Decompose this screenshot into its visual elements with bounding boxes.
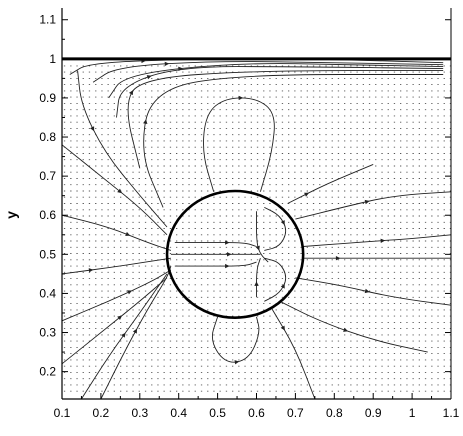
x-tick-label: 0.2 xyxy=(93,406,110,420)
streamline-10 xyxy=(108,63,444,99)
y-tick-label: 0.8 xyxy=(39,130,56,144)
streamline-arrow-29 xyxy=(280,283,285,289)
x-tick-label: 0.6 xyxy=(248,406,265,420)
x-tick-label: 0.1 xyxy=(54,406,71,420)
streamline-arrow-19 xyxy=(343,327,349,332)
streamline-arrow-9 xyxy=(164,61,170,66)
x-tick-label: 1.1 xyxy=(443,406,460,420)
streamline-arrow-15 xyxy=(234,360,240,365)
streamline-arrow-25 xyxy=(227,252,232,257)
streamline-29 xyxy=(264,257,287,302)
y-axis-label: y xyxy=(3,211,19,219)
streamline-12 xyxy=(127,70,444,169)
streamline-28 xyxy=(264,206,287,251)
velocity-vector-grid xyxy=(63,65,452,392)
streamline-arrow-3 xyxy=(127,290,133,295)
y-tick-label: 0.4 xyxy=(39,286,56,300)
streamline-arrow-27 xyxy=(225,263,230,269)
streamline-arrow-6 xyxy=(117,188,123,194)
streamline-13 xyxy=(143,74,444,208)
y-tick-label: 0.2 xyxy=(39,365,56,379)
y-tick-label: 0.5 xyxy=(39,247,56,261)
streamline-arrow-1 xyxy=(121,332,126,338)
streamline-arrow-14 xyxy=(238,95,244,101)
x-tick-label: 0.7 xyxy=(287,406,304,420)
streamline-arrow-18 xyxy=(364,288,370,294)
velocity-vectors xyxy=(63,65,452,392)
x-tick-label: 0.3 xyxy=(131,406,148,420)
y-tick-label: 0.6 xyxy=(39,208,56,222)
y-tick-label: 0.9 xyxy=(39,91,56,105)
streamline-arrow-0 xyxy=(132,328,137,334)
streamline-arrow-13 xyxy=(143,119,148,124)
x-tick-label: 1 xyxy=(409,406,416,420)
streamline-arrow-12 xyxy=(129,90,134,96)
x-tick-label: 0.9 xyxy=(365,406,382,420)
drop-interface xyxy=(165,189,305,319)
x-tick-label: 0.8 xyxy=(326,406,343,420)
y-tick-label: 0.7 xyxy=(39,169,56,183)
streamline-arrow-26 xyxy=(225,240,230,245)
streamline-arrow-22 xyxy=(304,192,310,197)
streamline-11 xyxy=(116,66,444,118)
x-tick-label: 0.4 xyxy=(170,406,187,420)
axes: 0.1 0.2 0.3 0.4 0.5 0.6 0.7 0.8 0.9 1 1.1 0.2 0.3 0.4… xyxy=(39,8,460,420)
y-tick-label: 1.1 xyxy=(39,13,56,27)
streamline-arrow-17 xyxy=(335,256,341,261)
streamline-arrow-28 xyxy=(280,220,285,226)
y-tick-label: 0.3 xyxy=(39,326,56,340)
y-tick-label: 1 xyxy=(49,52,56,66)
streamline-arrow-7 xyxy=(90,126,95,132)
streamline-arrow-21 xyxy=(364,199,370,205)
streamline-arrow-24 xyxy=(254,281,259,286)
streamline-arrow-20 xyxy=(280,325,285,331)
streamline-arrow-2 xyxy=(117,315,123,320)
streamline-7 xyxy=(77,70,168,228)
streamline-arrow-11 xyxy=(146,75,152,80)
streamline-9 xyxy=(92,61,444,83)
drop-boundary xyxy=(165,189,305,319)
streamline-arrow-16 xyxy=(380,238,386,243)
streamline-arrow-4 xyxy=(88,268,94,273)
streamline-arrow-5 xyxy=(125,231,131,236)
streamline-arrow-23 xyxy=(255,245,260,251)
x-tick-label: 0.5 xyxy=(209,406,226,420)
